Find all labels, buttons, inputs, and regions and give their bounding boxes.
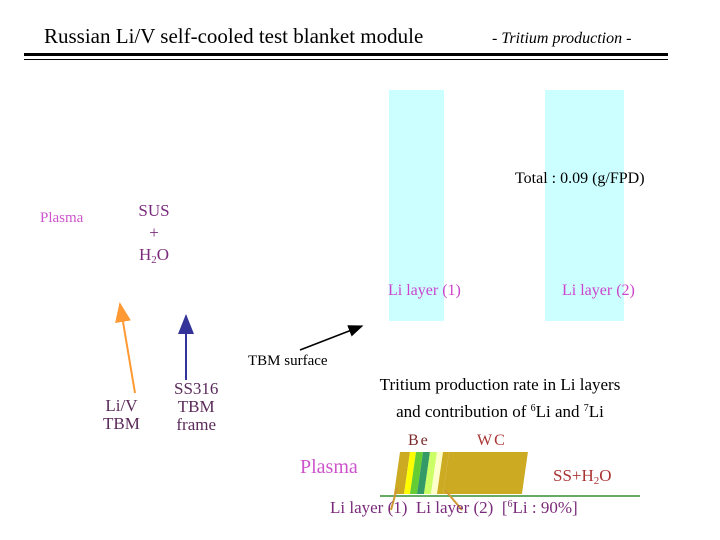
- schematic-plasma-label: Plasma: [300, 456, 358, 478]
- liv-tbm-label: Li/V TBM: [103, 396, 140, 433]
- sus-text: SUS: [138, 201, 170, 220]
- li-layer-2-band: [545, 90, 624, 321]
- liv-tbm-arrow: [115, 302, 136, 394]
- figure-caption: Tritium production rate in Li layers and…: [379, 375, 621, 421]
- page-title: Russian Li/V self-cooled test blanket mo…: [44, 24, 424, 48]
- li-layer-1-label: Li layer (1): [388, 282, 461, 299]
- total-label: Total : 0.09 (g/FPD): [515, 170, 645, 187]
- schematic-layer-2-label: Li layer (2): [415, 498, 494, 517]
- title-rule-thick: [24, 53, 668, 56]
- tbm-surface-arrow: [299, 325, 364, 351]
- plasma-label: Plasma: [40, 210, 84, 226]
- be-label: Be: [408, 432, 430, 449]
- tbm-surface-label: TBM surface: [248, 353, 328, 369]
- title-rule-thin: [24, 59, 668, 60]
- enrichment-label: [6Li : 90%]: [501, 498, 578, 517]
- layer-schematic: [380, 452, 640, 511]
- page-subtitle: - Tritium production -: [492, 30, 632, 47]
- li-layer-1-band: [389, 90, 444, 321]
- ss316-frame-label: SS316 TBM frame: [174, 379, 219, 434]
- wc-label: WC: [477, 432, 507, 449]
- h2o-text: H2O: [138, 245, 170, 266]
- ss-h2o-label: SS+H2O: [553, 466, 612, 487]
- schematic-layer-1-label: Li layer (1): [330, 498, 408, 517]
- plus-text: +: [149, 223, 159, 242]
- li-layer-2-label: Li layer (2): [562, 282, 635, 299]
- sus-h2o-label: SUS + H2O: [135, 200, 173, 271]
- schematic-layer-labels: Li layer (1) Li layer (2) [6Li : 90%]: [330, 498, 578, 518]
